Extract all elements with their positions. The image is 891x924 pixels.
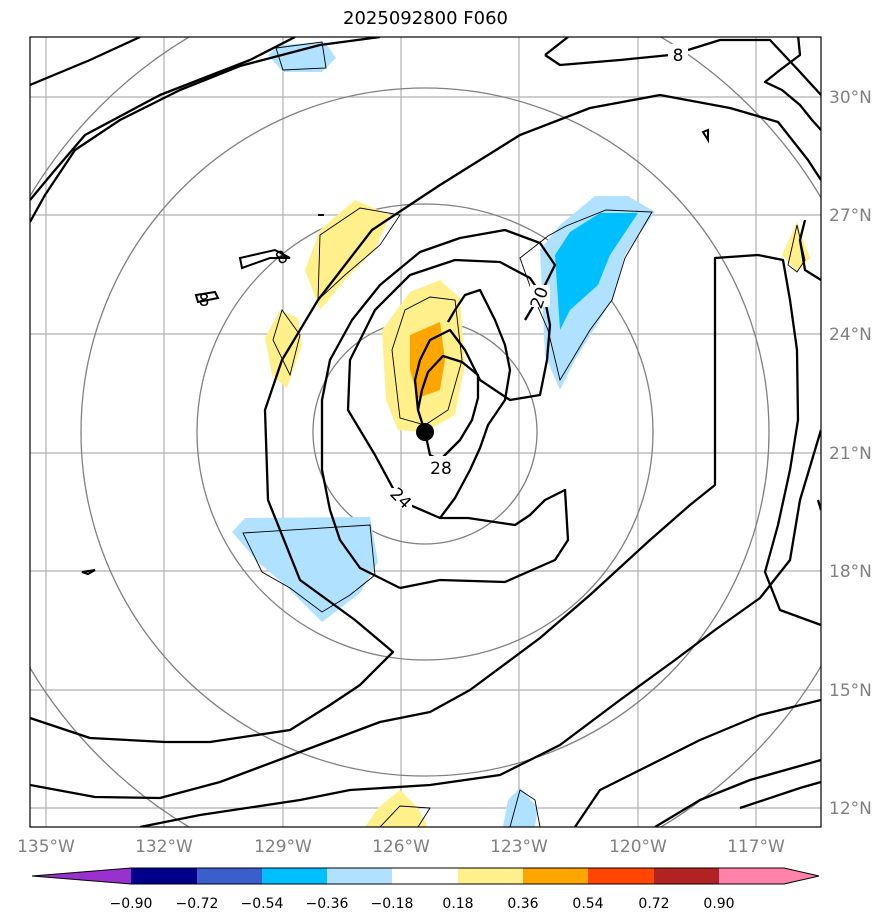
lat-label: 21°N bbox=[829, 444, 872, 464]
colorbar-segment bbox=[392, 868, 458, 884]
positive-anomaly-light bbox=[305, 200, 390, 310]
range-rings bbox=[30, 37, 821, 827]
colorbar-segment bbox=[197, 868, 262, 884]
positive-anomaly-light bbox=[365, 790, 428, 827]
colorbar-tick-label: 0.18 bbox=[442, 896, 473, 912]
colorbar-tick-label: −0.36 bbox=[306, 896, 349, 912]
map-title: 2025092800 F060 bbox=[343, 8, 508, 29]
contour-label: 8 bbox=[199, 291, 210, 311]
contour-labels: 8 8 8 20 24 28 bbox=[199, 44, 688, 513]
colorbar-segment bbox=[523, 868, 588, 884]
negative-anomaly-medium bbox=[555, 213, 638, 330]
lat-label: 15°N bbox=[829, 681, 872, 701]
positive-anomaly-light bbox=[265, 310, 302, 388]
contour-label: 8 bbox=[673, 46, 684, 66]
lat-label: 18°N bbox=[829, 562, 872, 582]
positive-anomaly-medium bbox=[410, 322, 445, 398]
lon-label: 117°W bbox=[727, 837, 785, 857]
lon-label: 135°W bbox=[17, 837, 75, 857]
lon-label: 132°W bbox=[135, 837, 193, 857]
contour-label: 28 bbox=[430, 459, 452, 479]
colorbar-tick-label: 0.54 bbox=[572, 896, 603, 912]
colorbar-tick-label: −0.72 bbox=[176, 896, 219, 912]
storm-center-marker bbox=[416, 423, 434, 441]
lon-label: 123°W bbox=[490, 837, 548, 857]
colorbar-tick-label: −0.18 bbox=[371, 896, 414, 912]
colorbar-outline bbox=[31, 867, 820, 885]
negative-anomaly-light bbox=[268, 42, 336, 72]
lat-label: 24°N bbox=[829, 325, 872, 345]
map-frame bbox=[29, 36, 822, 828]
colorbar-segment bbox=[458, 868, 523, 884]
shaded-anomalies bbox=[232, 42, 810, 827]
colorbar-tick-label: 0.36 bbox=[507, 896, 538, 912]
lat-label: 12°N bbox=[829, 799, 872, 819]
lat-label: 30°N bbox=[829, 88, 872, 108]
colorbar: −0.90 −0.72 −0.54 −0.36 −0.18 0.18 0.36 … bbox=[31, 867, 820, 912]
colorbar-tick-label: 0.90 bbox=[703, 896, 734, 912]
longitude-labels: 135°W 132°W 129°W 126°W 123°W 120°W 117°… bbox=[17, 837, 785, 857]
colorbar-tick-label: 0.72 bbox=[638, 896, 669, 912]
colorbar-extend-high bbox=[784, 868, 819, 884]
colorbar-segment bbox=[262, 868, 327, 884]
colorbar-segment bbox=[327, 868, 392, 884]
colorbar-segment bbox=[719, 868, 784, 884]
colorbar-tick-label: −0.90 bbox=[110, 896, 153, 912]
colorbar-tick-label: −0.54 bbox=[241, 896, 284, 912]
height-contours bbox=[30, 37, 821, 827]
latitude-labels: 30°N 27°N 24°N 21°N 18°N 15°N 12°N bbox=[829, 88, 872, 819]
lon-label: 126°W bbox=[372, 837, 430, 857]
small-contour-blobs bbox=[81, 128, 709, 576]
colorbar-segment bbox=[588, 868, 654, 884]
negative-anomaly-light bbox=[503, 788, 538, 827]
lon-label: 120°W bbox=[609, 837, 667, 857]
lat-label: 27°N bbox=[829, 206, 872, 226]
lon-label: 129°W bbox=[254, 837, 312, 857]
anomaly-outlines bbox=[242, 41, 806, 827]
colorbar-segment bbox=[654, 868, 719, 884]
colorbar-segment bbox=[131, 868, 197, 884]
colorbar-extend-low bbox=[32, 868, 131, 884]
